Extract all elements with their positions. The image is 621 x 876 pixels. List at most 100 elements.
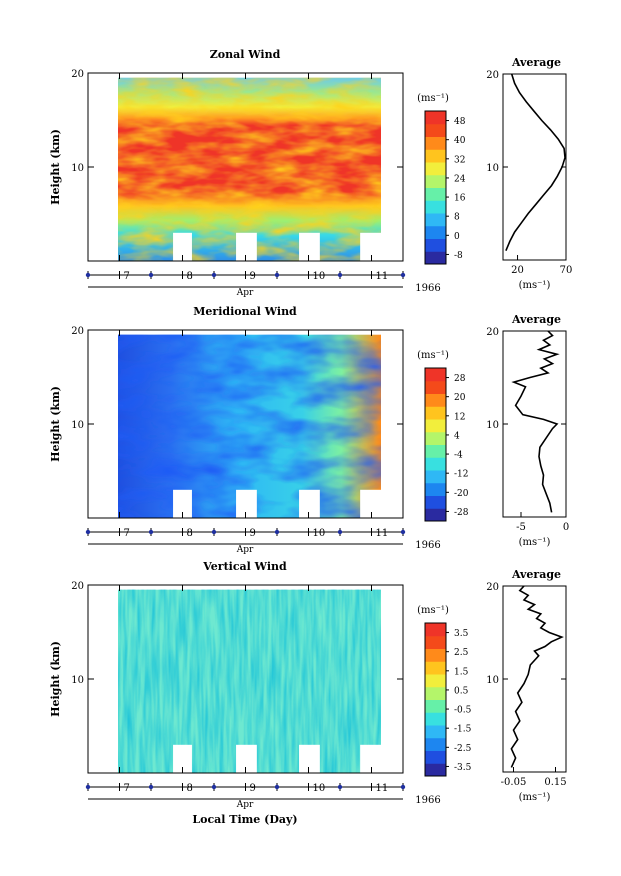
colorbar-swatch bbox=[425, 200, 446, 214]
data-gap bbox=[299, 489, 320, 518]
time-marker bbox=[337, 272, 343, 278]
y-tick-label: 20 bbox=[71, 581, 84, 592]
x-tick-label: 8 bbox=[187, 528, 193, 539]
field-texture bbox=[118, 77, 381, 261]
data-gap bbox=[173, 744, 192, 773]
field-texture bbox=[118, 334, 381, 518]
profile-x-label: (ms⁻¹) bbox=[519, 537, 551, 548]
y-tick-label: 20 bbox=[71, 326, 84, 337]
profile-title: Average bbox=[511, 313, 561, 326]
y-tick-label: 20 bbox=[71, 69, 84, 80]
colorbar-swatch bbox=[425, 136, 446, 150]
colorbar-swatch bbox=[425, 725, 446, 739]
profile-y-tick-label: 20 bbox=[486, 582, 499, 593]
colorbar-swatch bbox=[425, 737, 446, 751]
colorbar-tick-label: 2.5 bbox=[454, 648, 469, 658]
data-gap bbox=[236, 489, 257, 518]
colorbar-swatch bbox=[425, 123, 446, 137]
y-tick-label: 10 bbox=[71, 163, 84, 174]
x-tick-label: 7 bbox=[124, 528, 130, 539]
panel-0: Zonal Wind 10 20 Height (km) 7 8 9 10 11 Apr 1966 (… bbox=[49, 48, 572, 298]
colorbar-tick-label: 8 bbox=[454, 213, 460, 223]
time-marker bbox=[400, 272, 406, 278]
data-gap bbox=[299, 232, 320, 261]
profile-y-tick-label: 20 bbox=[486, 70, 499, 81]
time-marker bbox=[85, 272, 91, 278]
colorbar-swatch bbox=[425, 419, 446, 433]
x-tick-label: 8 bbox=[187, 271, 193, 282]
profile-line bbox=[505, 73, 566, 252]
colorbar-tick-label: 12 bbox=[454, 412, 465, 422]
colorbar-tick-label: -1.5 bbox=[454, 725, 472, 735]
colorbar-swatch bbox=[425, 508, 446, 522]
field-texture bbox=[118, 589, 381, 773]
time-marker bbox=[400, 784, 406, 790]
colorbar-swatch bbox=[425, 431, 446, 445]
time-marker bbox=[337, 529, 343, 535]
x-axis-label: Apr bbox=[236, 288, 254, 298]
colorbar-unit: (ms⁻¹) bbox=[417, 605, 449, 616]
colorbar-swatch bbox=[425, 149, 446, 163]
x-tick-label: 9 bbox=[250, 271, 256, 282]
colorbar-swatch bbox=[425, 661, 446, 675]
blank-right bbox=[381, 585, 403, 773]
profile-y-tick-label: 10 bbox=[486, 420, 499, 431]
y-axis-label: Height (km) bbox=[49, 641, 62, 717]
blank-right bbox=[381, 330, 403, 518]
profile-x-label: (ms⁻¹) bbox=[519, 280, 551, 291]
profile-x-tick-label: 0 bbox=[563, 522, 569, 533]
colorbar-swatch bbox=[425, 162, 446, 176]
profile-y-tick-label: 10 bbox=[486, 675, 499, 686]
colorbar-swatch bbox=[425, 406, 446, 420]
data-gap bbox=[173, 489, 192, 518]
colorbar-tick-label: -0.5 bbox=[454, 706, 472, 716]
profile-x-tick-label: 70 bbox=[560, 265, 573, 276]
colorbar-frame bbox=[424, 110, 447, 265]
colorbar-tick-label: -3.5 bbox=[454, 763, 472, 773]
time-marker bbox=[274, 272, 280, 278]
x-tick-label: 7 bbox=[124, 271, 130, 282]
blank-right bbox=[381, 73, 403, 261]
colorbar-tick-label: 0.5 bbox=[454, 686, 469, 696]
colorbar-swatch bbox=[425, 482, 446, 496]
y-tick-label: 10 bbox=[71, 675, 84, 686]
colorbar-tick-label: 3.5 bbox=[454, 629, 469, 639]
profile-x-tick-label: -5 bbox=[516, 522, 526, 533]
x-tick-label: 9 bbox=[250, 528, 256, 539]
year-label: 1966 bbox=[415, 283, 440, 294]
colorbar-unit: (ms⁻¹) bbox=[417, 350, 449, 361]
colorbar-swatch bbox=[425, 635, 446, 649]
colorbar-swatch bbox=[425, 712, 446, 726]
colorbar-tick-label: 32 bbox=[454, 155, 465, 165]
panel-title: Meridional Wind bbox=[193, 305, 297, 318]
footer-xlabel: Local Time (Day) bbox=[192, 813, 297, 826]
panel-1: Meridional Wind 10 20 Height (km) 7 8 9 10 11 Apr… bbox=[49, 305, 569, 555]
colorbar-tick-label: 48 bbox=[454, 117, 466, 127]
colorbar-swatch bbox=[425, 111, 446, 125]
y-axis-label: Height (km) bbox=[49, 386, 62, 462]
colorbar-tick-label: 1.5 bbox=[454, 667, 469, 677]
colorbar-swatch bbox=[425, 444, 446, 458]
year-label: 1966 bbox=[415, 540, 440, 551]
colorbar-tick-label: -2.5 bbox=[454, 744, 472, 754]
colorbar-tick-label: 0 bbox=[454, 232, 460, 242]
colorbar-frame bbox=[424, 622, 447, 777]
colorbar-swatch bbox=[425, 623, 446, 637]
colorbar-swatch bbox=[425, 380, 446, 394]
panel-title: Zonal Wind bbox=[210, 48, 281, 61]
colorbar-tick-label: 40 bbox=[454, 136, 466, 146]
x-tick-label: 10 bbox=[313, 271, 326, 282]
colorbar-swatch bbox=[425, 187, 446, 201]
colorbar-swatch bbox=[425, 213, 446, 227]
colorbar-swatch bbox=[425, 686, 446, 700]
colorbar-swatch bbox=[425, 495, 446, 509]
time-marker bbox=[274, 529, 280, 535]
year-label: 1966 bbox=[415, 795, 440, 806]
x-axis-label: Apr bbox=[236, 800, 254, 810]
x-tick-label: 9 bbox=[250, 783, 256, 794]
colorbar-tick-label: -20 bbox=[454, 489, 469, 499]
colorbar-swatch bbox=[425, 470, 446, 484]
panel-title: Vertical Wind bbox=[202, 560, 287, 573]
panel-2: Vertical Wind 10 20 Height (km) 7 8 9 10 11 Apr 19… bbox=[49, 560, 567, 810]
colorbar-swatch bbox=[425, 368, 446, 382]
